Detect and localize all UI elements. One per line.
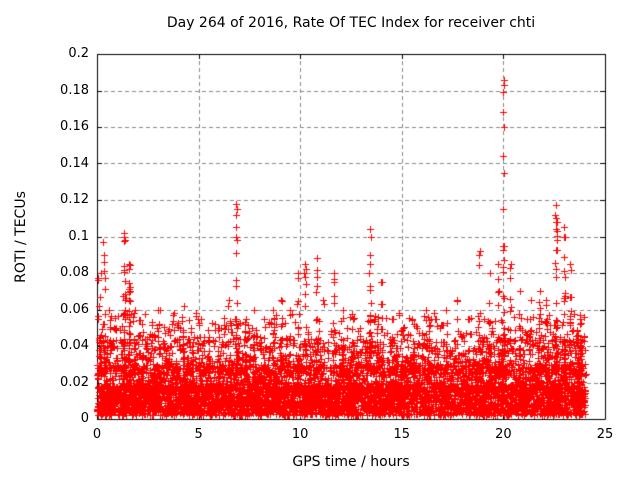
x-tick-label: 25 [596,427,614,442]
x-axis-label: GPS time / hours [292,454,410,470]
y-tick-label: 0.08 [60,265,89,280]
x-tick-label: 5 [194,427,203,442]
x-tick-label: 15 [393,427,411,442]
y-tick-label: 0.1 [68,228,89,244]
y-tick-label: 0.02 [60,374,89,390]
y-tick-label: 0.14 [60,155,89,171]
y-tick-label: 0.12 [60,192,89,207]
chart-title: Day 264 of 2016, Rate Of TEC Index for r… [166,15,536,31]
y-tick-label: 0 [80,411,89,426]
x-tick-label: 10 [291,427,309,442]
y-tick-label: 0.06 [60,301,89,317]
y-tick-label: 0.16 [60,119,89,134]
y-tick-label: 0.2 [68,46,89,61]
x-tick-label: 20 [495,427,512,442]
x-tick-label: 0 [92,427,102,442]
y-tick-label: 0.04 [60,338,89,353]
y-tick-label: 0.18 [60,82,89,98]
